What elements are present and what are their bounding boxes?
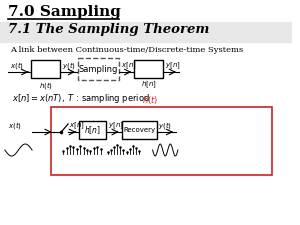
Text: A link between Continuous-time/Discrete-time Systems: A link between Continuous-time/Discrete-… [10,46,243,54]
Text: $x[n]{=}x(nT),\; T$ : sampling period: $x[n]{=}x(nT),\; T$ : sampling period [12,92,150,105]
Text: $y(t)$: $y(t)$ [62,60,76,71]
Text: $y[n]$: $y[n]$ [108,121,124,131]
Bar [50,107,272,175]
Bar [134,60,163,78]
Text: $y(t)$: $y(t)$ [158,120,172,131]
Text: $x[n]$: $x[n]$ [121,61,136,71]
Bar [31,60,60,78]
Text: $h(t)$: $h(t)$ [39,80,53,91]
Text: $x[n]$: $x[n]$ [69,121,85,131]
Text: $y[n]$: $y[n]$ [165,61,181,71]
Bar [122,121,157,139]
Text: 7.0 Sampling: 7.0 Sampling [8,5,121,19]
Text: $h(t)$: $h(t)$ [142,94,159,106]
Text: 7.1 The Sampling Theorem: 7.1 The Sampling Theorem [8,23,209,36]
Text: $x(t)$: $x(t)$ [8,120,22,131]
Bar [0,22,292,42]
Text: $h[n]$: $h[n]$ [141,80,157,90]
Text: $h[n]$: $h[n]$ [84,124,101,136]
Text: $x(t)$: $x(t)$ [10,60,24,71]
Bar [79,121,106,139]
Bar [78,58,118,80]
Text: Recovery: Recovery [123,127,155,133]
Text: Sampling: Sampling [79,65,118,74]
